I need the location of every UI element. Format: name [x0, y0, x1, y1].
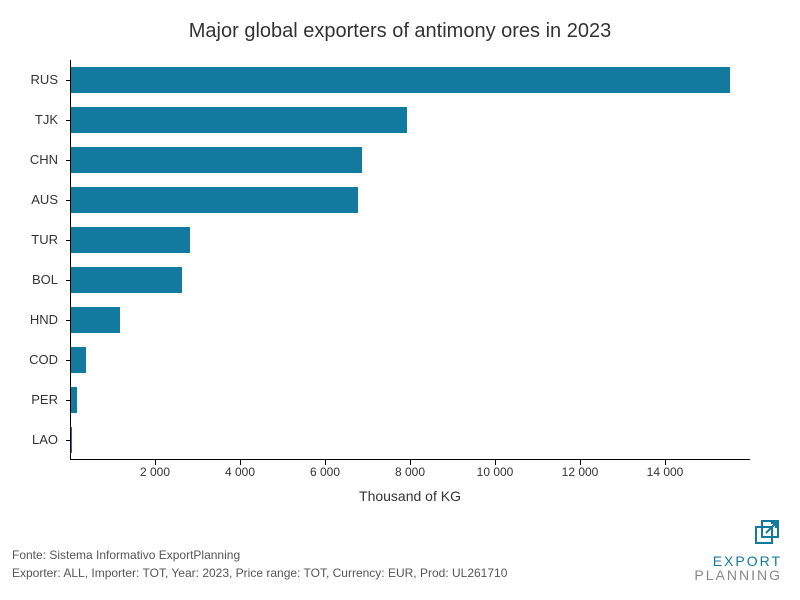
y-tick-mark: [66, 240, 71, 241]
chart-area: Thousand of KG RUSTJKCHNAUSTURBOLHNDCODP…: [70, 60, 750, 500]
y-tick-mark: [66, 160, 71, 161]
y-label-rus: RUS: [8, 67, 58, 93]
bar-tjk: [71, 107, 407, 133]
footer-line-2: Exporter: ALL, Importer: TOT, Year: 2023…: [12, 564, 507, 582]
x-tick-label: 8 000: [395, 465, 425, 479]
bar-tur: [71, 227, 190, 253]
y-label-aus: AUS: [8, 187, 58, 213]
y-tick-mark: [66, 280, 71, 281]
bar-hnd: [71, 307, 120, 333]
y-label-chn: CHN: [8, 147, 58, 173]
chart-title: Major global exporters of antimony ores …: [0, 0, 800, 43]
footer-text: Fonte: Sistema Informativo ExportPlannin…: [12, 546, 507, 582]
x-tick-label: 6 000: [310, 465, 340, 479]
bar-lao: [71, 427, 72, 453]
bar-aus: [71, 187, 358, 213]
logo-text-2: PLANNING: [694, 567, 782, 583]
x-tick-label: 10 000: [477, 465, 514, 479]
plot-area: [70, 60, 750, 460]
footer-line-1: Fonte: Sistema Informativo ExportPlannin…: [12, 546, 507, 564]
bar-bol: [71, 267, 182, 293]
y-tick-mark: [66, 360, 71, 361]
y-tick-mark: [66, 120, 71, 121]
y-tick-mark: [66, 200, 71, 201]
x-tick-label: 2 000: [140, 465, 170, 479]
y-tick-mark: [66, 400, 71, 401]
bar-per: [71, 387, 77, 413]
logo-icon: [752, 519, 782, 552]
x-tick-label: 4 000: [225, 465, 255, 479]
y-tick-mark: [66, 80, 71, 81]
x-tick-label: 14 000: [647, 465, 684, 479]
y-label-per: PER: [8, 387, 58, 413]
y-label-tur: TUR: [8, 227, 58, 253]
y-label-hnd: HND: [8, 307, 58, 333]
y-tick-mark: [66, 320, 71, 321]
y-label-lao: LAO: [8, 427, 58, 453]
x-tick-label: 12 000: [562, 465, 599, 479]
y-label-tjk: TJK: [8, 107, 58, 133]
logo-text: EXPORT PLANNING: [694, 554, 782, 582]
y-label-bol: BOL: [8, 267, 58, 293]
export-planning-logo: EXPORT PLANNING: [694, 519, 782, 582]
bar-rus: [71, 67, 730, 93]
bar-chn: [71, 147, 362, 173]
y-tick-mark: [66, 440, 71, 441]
y-label-cod: COD: [8, 347, 58, 373]
bar-cod: [71, 347, 86, 373]
x-axis-label: Thousand of KG: [70, 488, 750, 504]
